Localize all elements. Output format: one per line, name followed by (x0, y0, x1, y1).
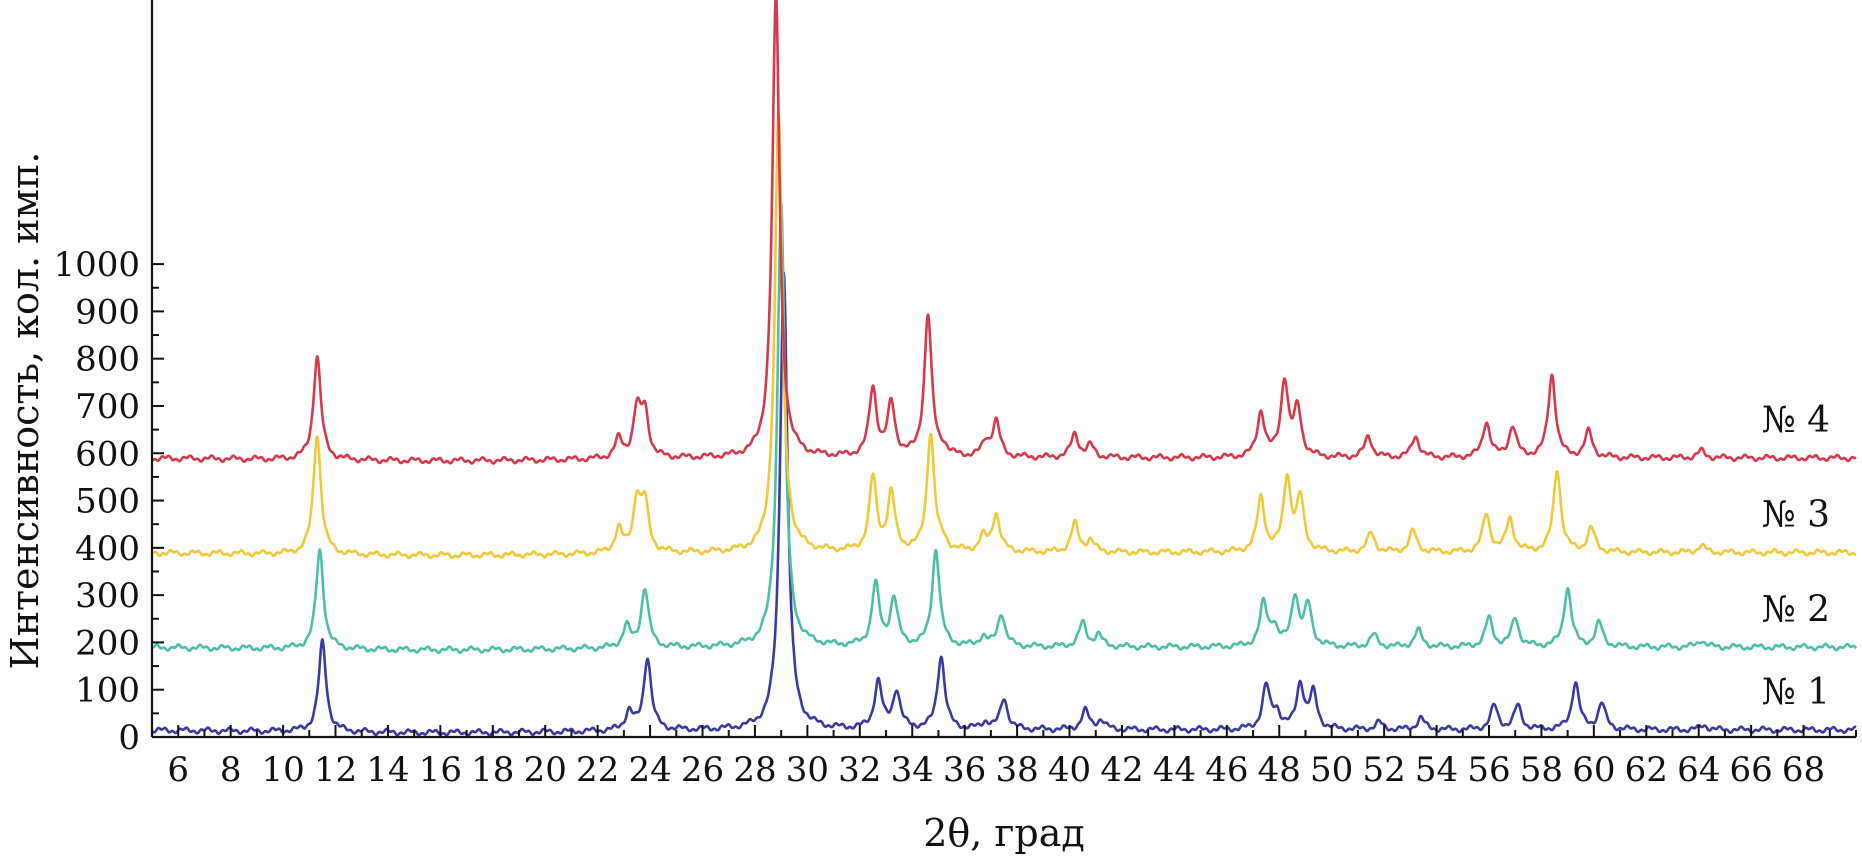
x-tick-label: 34 (891, 750, 934, 790)
x-tick-label: 24 (628, 750, 671, 790)
x-tick-label: 42 (1100, 750, 1143, 790)
x-tick-label: 44 (1153, 750, 1196, 790)
x-tick-label: 56 (1467, 750, 1510, 790)
x-tick-label: 22 (576, 750, 619, 790)
y-tick-label: 300 (75, 576, 140, 616)
y-tick-label: 100 (75, 671, 140, 711)
y-tick-label: 1000 (53, 245, 140, 285)
y-tick-label: 0 (118, 718, 140, 758)
x-tick-label: 14 (366, 750, 409, 790)
x-tick-label: 64 (1677, 750, 1720, 790)
x-tick-label: 18 (471, 750, 514, 790)
x-tick-label: 40 (1048, 750, 1091, 790)
series-trace (151, 202, 1858, 654)
x-tick-label: 66 (1730, 750, 1773, 790)
series-label: № 1 (1762, 672, 1830, 713)
y-tick-label: 900 (75, 292, 140, 332)
x-tick-label: 58 (1520, 750, 1563, 790)
y-axis-title: Интенсивность, кол. имп. (3, 152, 47, 670)
series-label: № 4 (1762, 400, 1830, 441)
tick-marks (151, 263, 1857, 738)
x-tick-label: 16 (419, 750, 462, 790)
x-tick-label: 28 (733, 750, 776, 790)
x-tick-label: 50 (1310, 750, 1353, 790)
x-tick-label: 38 (995, 750, 1038, 790)
y-tick-label: 700 (75, 387, 140, 427)
x-tick-label: 20 (524, 750, 567, 790)
x-tick-label: 6 (167, 750, 189, 790)
x-tick-label: 60 (1572, 750, 1615, 790)
series-label: № 3 (1762, 495, 1830, 536)
x-tick-label: 12 (314, 750, 357, 790)
x-tick-label: 54 (1415, 750, 1458, 790)
series-traces (151, 0, 1858, 737)
x-tick-label: 30 (786, 750, 829, 790)
series-label: № 2 (1762, 589, 1830, 630)
series-trace (151, 110, 1857, 560)
x-tick-label: 62 (1625, 750, 1668, 790)
x-tick-label: 32 (838, 750, 881, 790)
x-tick-label: 36 (943, 750, 986, 790)
x-axis-title: 2θ, град (923, 811, 1085, 855)
x-tick-label: 52 (1362, 750, 1405, 790)
x-tick-label: 26 (681, 750, 724, 790)
x-tick-label: 46 (1205, 750, 1248, 790)
series-trace (151, 271, 1857, 737)
x-tick-label: 10 (261, 750, 304, 790)
y-tick-label: 200 (75, 623, 140, 663)
axes (150, 0, 1856, 739)
x-tick-label: 8 (220, 750, 242, 790)
y-tick-label: 500 (75, 482, 140, 522)
series-trace (151, 0, 1857, 465)
series-labels: № 1 № 2 № 3 № 4 (1762, 400, 1830, 713)
tick-labels: 6 8 10 12 14 16 18 20 22 24 26 28 30 32 34 36 38 40 42 44 46… (53, 245, 1825, 790)
x-tick-label: 68 (1782, 750, 1825, 790)
y-tick-label: 600 (75, 434, 140, 474)
y-tick-label: 400 (75, 529, 140, 569)
y-tick-label: 800 (75, 340, 140, 380)
x-tick-label: 48 (1258, 750, 1301, 790)
